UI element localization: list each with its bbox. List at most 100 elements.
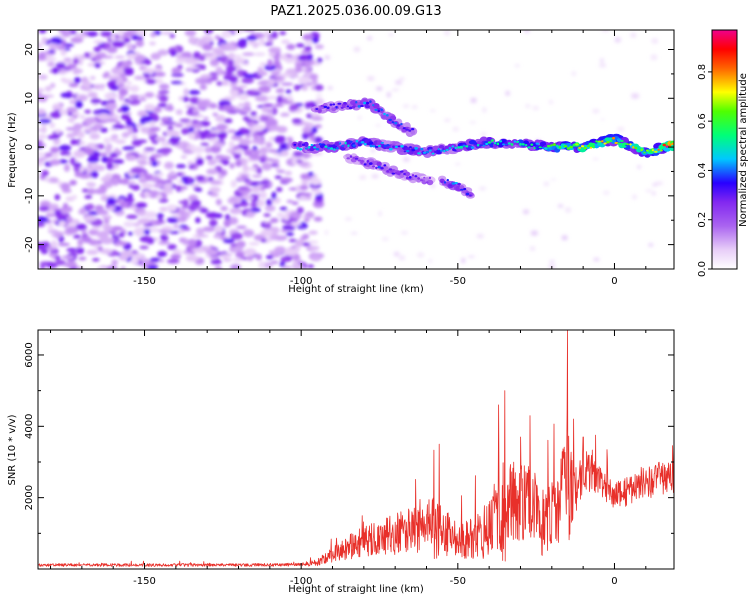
ridge-blob: [408, 176, 412, 179]
noise-blob: [74, 33, 88, 39]
noise-blob: [108, 108, 115, 117]
ridge-blob: [329, 103, 333, 106]
noise-blob: [93, 123, 104, 130]
ridge-blob: [363, 143, 367, 146]
noise-blob: [530, 246, 535, 251]
noise-blob: [217, 37, 224, 42]
ridge-blob: [580, 145, 585, 148]
ridge-blob: [640, 148, 643, 152]
x-tick-label: -100: [290, 576, 313, 587]
ridge-blob: [335, 147, 339, 150]
noise-blob: [97, 246, 103, 252]
noise-blob: [154, 172, 164, 177]
noise-blob: [188, 203, 197, 212]
noise-blob: [268, 47, 281, 54]
noise-blob: [280, 150, 289, 157]
noise-blob: [38, 30, 47, 34]
y-tick-label: 6000: [24, 342, 35, 367]
noise-blob: [51, 152, 59, 159]
ridge-blob: [332, 103, 336, 106]
noise-blob: [143, 147, 156, 151]
noise-blob: [137, 110, 148, 117]
noise-blob: [158, 198, 169, 203]
noise-blob: [47, 224, 54, 232]
ridge-blob: [550, 144, 553, 147]
noise-blob: [250, 202, 258, 208]
noise-blob: [403, 157, 410, 162]
noise-blob: [247, 40, 258, 46]
ridge-blob: [504, 143, 508, 146]
noise-blob: [524, 30, 530, 33]
ridge-blob: [499, 140, 503, 143]
x-tick-label: -50: [450, 576, 466, 587]
noise-blob: [47, 61, 55, 67]
noise-blob: [164, 182, 173, 190]
noise-blob: [126, 154, 137, 161]
noise-blob: [81, 123, 90, 127]
ridge-blob: [346, 105, 350, 108]
spectral-ridge: [290, 133, 674, 158]
noise-blob: [160, 142, 172, 146]
noise-blob: [102, 73, 109, 79]
noise-blob: [299, 184, 309, 191]
ridge-blob: [411, 148, 416, 152]
ridge-blob: [380, 108, 383, 112]
noise-blob: [70, 138, 77, 146]
ridge-blob: [583, 146, 587, 150]
noise-blob: [72, 57, 80, 65]
noise-blob: [225, 65, 237, 72]
ridge-blob: [318, 143, 322, 146]
noise-blob: [273, 246, 285, 255]
colorbar: 0.0 0.2 0.4 0.6 0.8 Normalized spectral ampl…: [697, 29, 749, 277]
ridge-blob: [493, 142, 497, 145]
noise-blob: [41, 241, 51, 247]
ridge-blob: [355, 100, 358, 104]
noise-blob: [242, 52, 255, 57]
noise-blob: [637, 165, 641, 169]
noise-blob: [515, 64, 520, 68]
noise-blob: [92, 225, 101, 231]
ridge-blob: [473, 142, 478, 145]
noise-blob: [259, 114, 267, 119]
noise-blob: [296, 206, 304, 214]
ridge-blob: [310, 144, 314, 147]
ridge-blob: [366, 159, 370, 163]
ridge-blob: [425, 150, 430, 154]
noise-blob: [267, 59, 273, 67]
noise-blob: [262, 184, 270, 189]
noise-blob: [215, 66, 223, 74]
noise-blob: [259, 36, 266, 45]
noise-blob: [261, 162, 272, 171]
ridge-blob: [521, 143, 525, 146]
noise-blob: [147, 265, 159, 269]
noise-blob: [128, 180, 136, 185]
noise-blob: [376, 124, 380, 127]
noise-blob: [175, 58, 186, 64]
noise-blob: [263, 42, 273, 46]
y-tick-label: -20: [24, 236, 35, 252]
snr-marks: [38, 330, 674, 567]
noise-blob: [455, 162, 461, 166]
ridge-blob: [327, 146, 331, 150]
noise-blob: [60, 77, 67, 83]
noise-blob: [307, 171, 314, 177]
noise-blob: [65, 127, 76, 131]
noise-blob: [258, 261, 265, 269]
noise-blob: [195, 154, 202, 158]
noise-blob: [100, 177, 110, 182]
noise-blob: [272, 152, 282, 156]
noise-blob: [99, 52, 107, 56]
noise-blob: [482, 107, 487, 113]
noise-blob: [265, 158, 275, 162]
noise-blob: [89, 132, 101, 140]
noise-blob: [100, 84, 106, 88]
x-tick-label: -50: [450, 276, 466, 287]
noise-blob: [143, 229, 151, 235]
noise-blob: [430, 184, 436, 188]
noise-blob: [69, 179, 77, 186]
ridge-blob: [422, 151, 427, 154]
noise-blob: [65, 226, 79, 234]
noise-blob: [132, 222, 141, 227]
ridge-blob: [358, 141, 362, 144]
y-tick-label: 4000: [24, 414, 35, 439]
